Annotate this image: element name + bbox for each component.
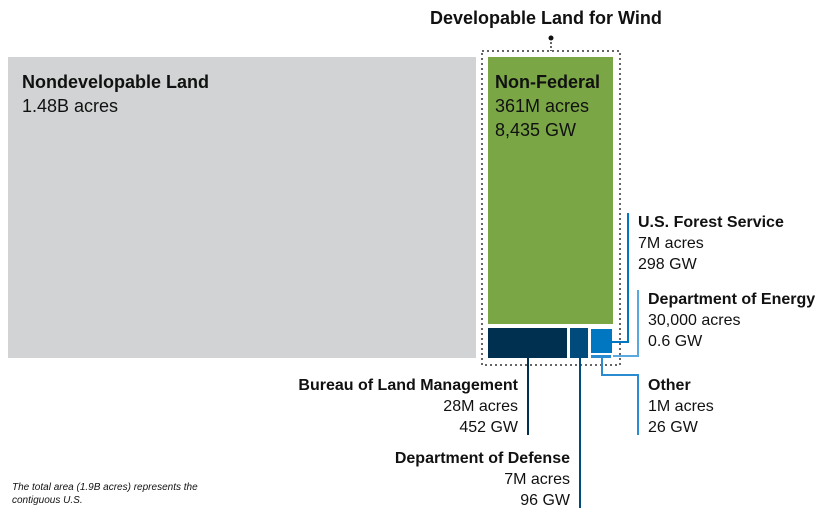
dod-block: [570, 328, 588, 358]
nondevelopable-acres: 1.48B acres: [22, 96, 119, 116]
blm-name: Bureau of Land Management: [298, 377, 518, 394]
title: Developable Land for Wind: [430, 8, 662, 28]
forest-label: U.S. Forest Service 7M acres 298 GW: [638, 212, 784, 275]
dod-gw: 96 GW: [520, 492, 570, 509]
forest-name: U.S. Forest Service: [638, 214, 784, 231]
title-connector-dot: [548, 35, 554, 41]
nonfederal-block: [488, 57, 613, 324]
dod-label: Department of Defense 7M acres 96 GW: [395, 448, 570, 511]
nonfederal-name: Non-Federal: [495, 72, 601, 92]
blm-block: [488, 328, 567, 358]
other-gw: 26 GW: [648, 419, 698, 436]
forest-gw: 298 GW: [638, 256, 697, 273]
energy-name: Department of Energy: [648, 291, 816, 308]
developable-dotted-frame: [481, 50, 621, 366]
other-label: Other 1M acres 26 GW: [648, 375, 714, 438]
nondevelopable-block: [8, 57, 476, 358]
forest-leader: [612, 213, 629, 343]
nonfederal-label: Non-Federal 361M acres 8,435 GW: [495, 70, 600, 142]
nonfederal-acres: 361M acres: [495, 96, 590, 116]
other-leader: [601, 358, 639, 435]
dod-name: Department of Defense: [394, 450, 570, 467]
energy-leader: [613, 290, 639, 357]
other-acres: 1M acres: [648, 398, 714, 415]
footnote: The total area (1.9B acres) represents t…: [12, 482, 198, 506]
nondevelopable-label: Nondevelopable Land 1.48B acres: [22, 70, 209, 118]
blm-label: Bureau of Land Management 28M acres 452 …: [298, 375, 518, 438]
energy-label: Department of Energy 30,000 acres 0.6 GW: [648, 289, 815, 352]
nondevelopable-name: Nondevelopable Land: [22, 72, 210, 92]
other-block: [591, 355, 611, 358]
energy-acres: 30,000 acres: [648, 312, 741, 329]
dod-acres: 7M acres: [504, 471, 570, 488]
nonfederal-gw: 8,435 GW: [495, 120, 577, 140]
blm-acres: 28M acres: [443, 398, 518, 415]
forest-acres: 7M acres: [638, 235, 704, 252]
other-name: Other: [648, 377, 691, 394]
energy-gw: 0.6 GW: [648, 333, 703, 350]
forest-block: [591, 329, 612, 353]
blm-gw: 452 GW: [459, 419, 518, 436]
